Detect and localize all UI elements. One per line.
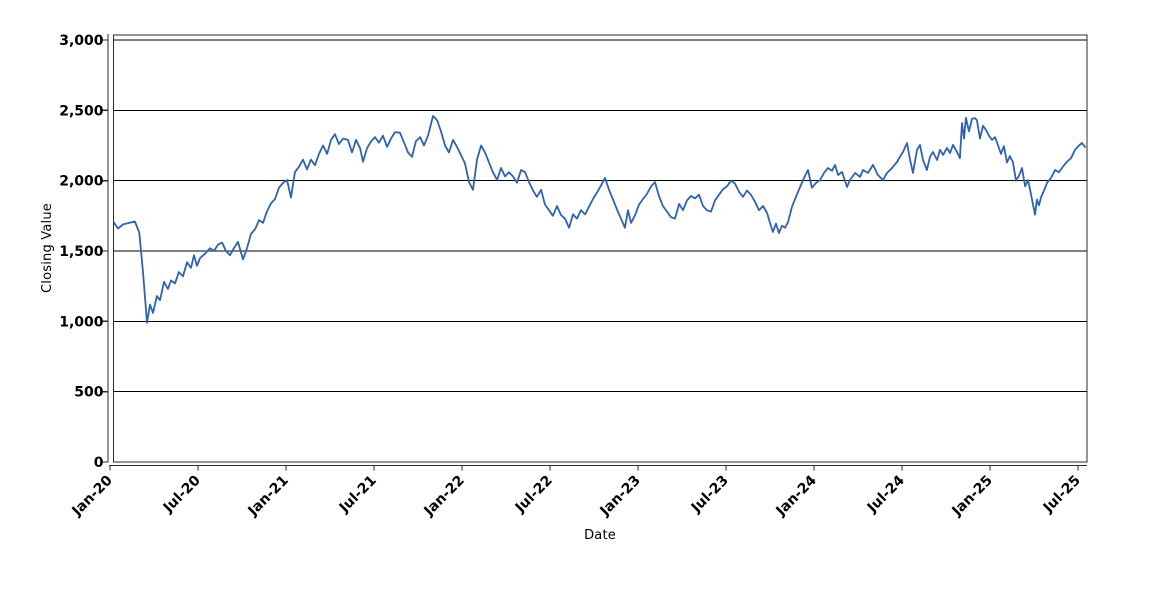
x-tick-label: Jan-21 — [245, 473, 292, 520]
x-tick-label: Jul-25 — [1040, 473, 1084, 517]
x-tick-label: Jan-22 — [421, 473, 468, 520]
y-tick-label: 500 — [74, 385, 103, 401]
x-tick-label: Jan-24 — [773, 472, 820, 519]
x-axis-title: Date — [584, 528, 616, 543]
y-tick-label: 1,500 — [59, 244, 104, 260]
x-tick-label: Jul-23 — [688, 473, 732, 517]
plot-border — [112, 34, 1088, 463]
x-tick-label: Jul-20 — [160, 472, 204, 516]
y-tick-label: 2,500 — [59, 103, 104, 119]
x-tick-label: Jul-21 — [336, 473, 380, 517]
y-tick-label: 3,000 — [59, 33, 104, 49]
x-tick-label: Jan-25 — [949, 473, 996, 520]
y-axis-title: Closing Value — [40, 203, 55, 293]
y-tick-label: 1,000 — [59, 314, 104, 330]
x-tick-label: Jul-22 — [512, 473, 556, 517]
x-tick-label: Jan-20 — [69, 472, 116, 519]
x-tick-label: Jan-23 — [597, 473, 644, 520]
x-tick-label: Jul-24 — [864, 472, 908, 516]
y-tick-label: 2,000 — [59, 174, 104, 190]
closing-value-line — [113, 115, 1086, 324]
y-tick-label: 0 — [94, 455, 104, 471]
